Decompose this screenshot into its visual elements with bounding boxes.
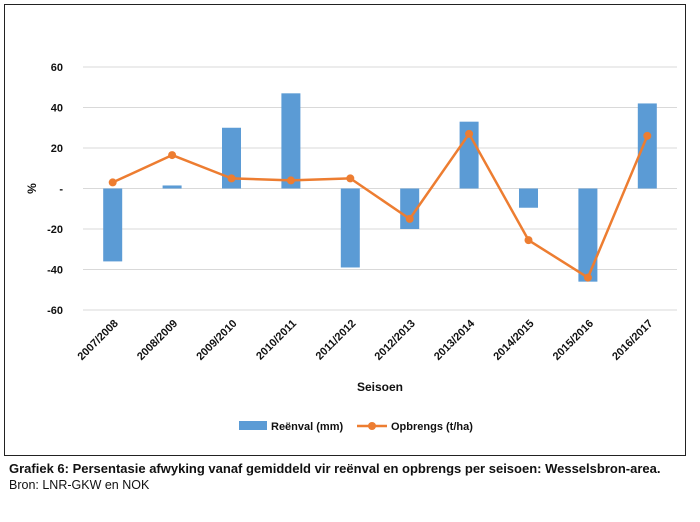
y-tick-label: -	[59, 184, 63, 196]
rainfall-bar	[340, 188, 360, 268]
caption-source: Bron: LNR-GKW en NOK	[9, 478, 150, 492]
yield-point	[583, 273, 592, 282]
legend-label-yield: Opbrengs (t/ha)	[391, 421, 473, 433]
y-tick-label: -20	[47, 224, 63, 236]
y-tick-label: -60	[47, 305, 63, 317]
combo-chart: 60 40 20 - -20 -40 -60% 2007/2008 2008/2009 2009/…	[25, 62, 677, 433]
legend-marker-yield	[368, 422, 376, 430]
yield-point	[524, 236, 533, 245]
x-tick-label: 2012/2013	[373, 318, 418, 363]
x-tick-label: 2009/2010	[194, 318, 239, 363]
x-tick-label: 2014/2015	[491, 318, 536, 363]
y-tick-label: 60	[51, 62, 63, 74]
rainfall-bar	[519, 188, 538, 208]
yield-point	[108, 178, 117, 187]
legend-label-rainfall: Reënval (mm)	[271, 421, 343, 433]
y-tick-label: 20	[51, 143, 63, 155]
x-tick-label: 2007/2008	[76, 318, 121, 363]
yield-point	[346, 174, 355, 183]
x-tick-label: 2013/2014	[432, 317, 478, 363]
y-axis-title: %	[25, 183, 39, 194]
x-tick-label: 2010/2011	[254, 318, 299, 363]
yield-point	[465, 129, 474, 138]
rainfall-bar	[103, 188, 123, 262]
yield-point	[168, 151, 177, 160]
yield-point	[227, 174, 236, 183]
yield-point	[286, 176, 295, 185]
legend-swatch-rainfall	[239, 421, 267, 430]
yield-line	[112, 132, 649, 279]
x-tick-label: 2008/2009	[135, 318, 180, 363]
caption-title: Grafiek 6: Persentasie afwyking vanaf ge…	[9, 461, 661, 476]
rainfall-bar	[222, 127, 241, 189]
chart-frame: 60 40 20 - -20 -40 -60% 2007/2008 2008/2009 2009/…	[4, 4, 686, 456]
rainfall-bar	[578, 188, 598, 282]
rainfall-bar	[400, 188, 420, 229]
x-tick-label: 2015/2016	[551, 318, 596, 363]
y-tick-label: -40	[47, 265, 63, 277]
rainfall-bar	[281, 93, 301, 189]
x-tick-label: 2016/2017	[610, 318, 655, 363]
y-tick-label: 40	[51, 103, 63, 115]
rainfall-bar	[162, 185, 182, 189]
rainfall-bar	[459, 121, 479, 189]
rainfall-bar	[637, 103, 657, 189]
x-tick-label: 2011/2012	[314, 318, 359, 363]
figure-caption: Grafiek 6: Persentasie afwyking vanaf ge…	[9, 461, 689, 493]
x-axis-title: Seisoen	[357, 380, 403, 394]
yield-point	[405, 214, 414, 223]
yield-point	[643, 131, 652, 140]
